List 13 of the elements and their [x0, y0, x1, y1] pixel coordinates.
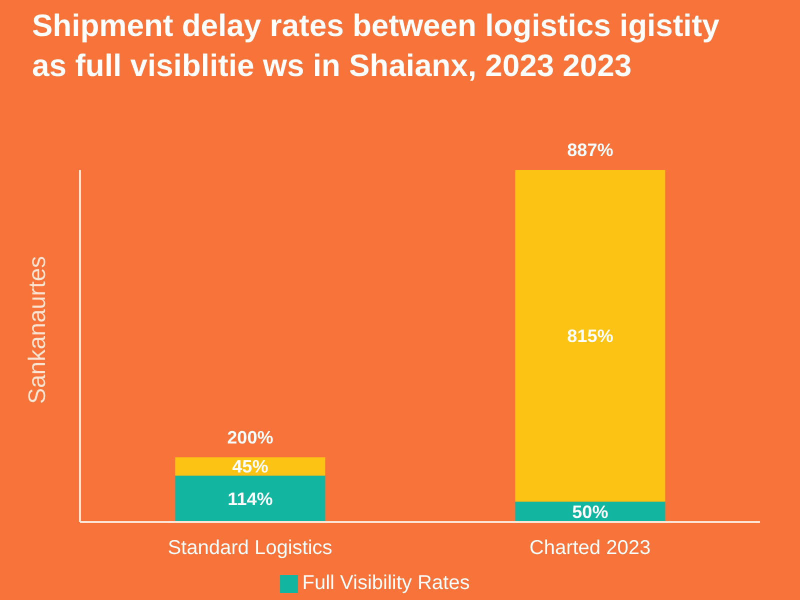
data-label: 45% [232, 456, 268, 476]
y-axis-title: Sankanaurtes [24, 256, 52, 404]
x-tick-label: Charted 2023 [529, 537, 651, 560]
data-label: 114% [228, 488, 273, 509]
data-label: 50% [572, 502, 608, 522]
bar [175, 476, 326, 522]
data-label: 815% [567, 326, 614, 346]
text: 887% [567, 140, 614, 160]
annotation: 200% [227, 427, 274, 448]
bar [515, 170, 666, 502]
chart-title: Shipment delay rates between logistics igistity as full visiblitie ws in Shaianx, 2023 2023 [32, 7, 720, 85]
x-tick-label: Standard Logistics [168, 537, 332, 560]
legend-label: Full Visibility Rates [302, 572, 470, 594]
